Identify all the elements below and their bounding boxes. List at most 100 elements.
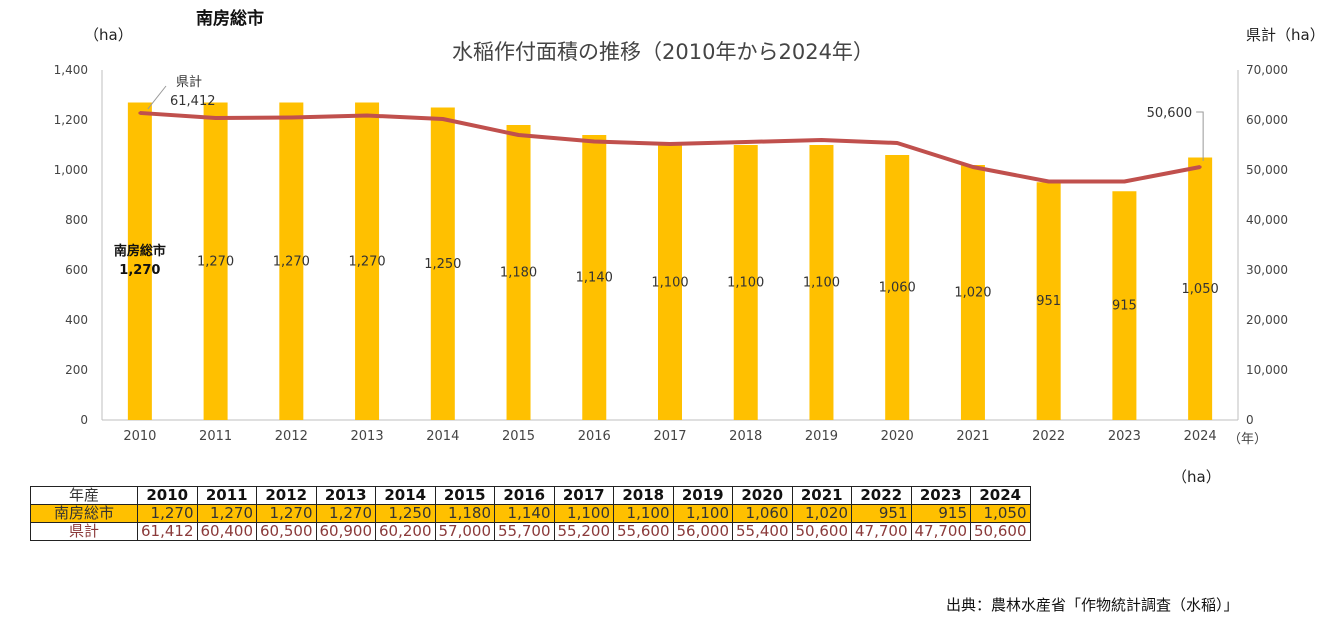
line-point: [365, 114, 369, 117]
line-data-label: 50,600: [1147, 106, 1193, 121]
table-year-2022: 2022: [851, 486, 912, 505]
y-tick-label-right: 70,000: [1246, 63, 1288, 77]
x-tick-label: 2022: [1032, 429, 1065, 444]
line-data-label: 61,412: [170, 94, 216, 109]
bar-data-label: 1,060: [879, 281, 916, 296]
x-tick-label: 2023: [1108, 429, 1141, 444]
bar: [1188, 157, 1213, 420]
region-label: 南房総市: [196, 9, 264, 29]
x-tick-label: 2016: [578, 429, 611, 444]
line-point: [138, 111, 142, 115]
bar: [1112, 191, 1137, 420]
table-cell: 60,500: [256, 522, 317, 541]
x-tick-label: 2013: [351, 429, 384, 444]
x-tick-label: 2012: [275, 429, 308, 444]
table-year-2016: 2016: [494, 486, 555, 505]
x-tick-label: 2017: [653, 429, 686, 444]
table-row-label: 南房総市: [30, 504, 138, 523]
table-cell: 1,100: [672, 504, 733, 523]
y-tick-label-right: 50,000: [1246, 163, 1288, 177]
line-point: [517, 133, 521, 137]
y-tick-label-left: 1,400: [54, 63, 88, 77]
line-point: [744, 140, 748, 144]
y-tick-label-left: 400: [65, 313, 88, 327]
bar-data-label: 1,250: [424, 257, 461, 272]
bar: [582, 135, 607, 420]
table-year-2012: 2012: [256, 486, 317, 505]
bar: [430, 107, 455, 420]
bar: [355, 102, 380, 420]
bar: [885, 155, 910, 420]
table-cell: 56,000: [672, 522, 733, 541]
line-point: [971, 165, 975, 169]
x-axis-unit-label: （年）: [1228, 432, 1267, 447]
y-tick-label-left: 600: [65, 263, 88, 277]
table-cell: 915: [910, 504, 971, 523]
table-cell: 1,100: [553, 504, 614, 523]
bar-data-label: 1,020: [954, 286, 991, 301]
line-point: [1047, 180, 1051, 183]
table-cell: 55,200: [553, 522, 614, 541]
x-tick-label: 2015: [502, 429, 535, 444]
table-cell: 1,270: [256, 504, 317, 523]
table-year-2024: 2024: [970, 486, 1031, 505]
table-year-2015: 2015: [434, 486, 495, 505]
table-year-2010: 2010: [137, 486, 198, 505]
table-row-local: 南房総市 1,270 1,270 1,270 1,270 1,250 1,180…: [30, 504, 1031, 523]
table-row-prefecture: 県計 61,412 60,400 60,500 60,900 60,200 57…: [30, 522, 1031, 541]
table-cell: 55,600: [613, 522, 674, 541]
table-unit: （ha）: [1172, 468, 1221, 486]
table-cell: 1,250: [375, 504, 436, 523]
table-cell: 1,270: [137, 504, 198, 523]
bar-data-label: 1,100: [651, 276, 688, 291]
line-series-name-label: 県計: [176, 74, 202, 90]
table-year-2023: 2023: [910, 486, 971, 505]
table-cell: 57,000: [434, 522, 495, 541]
table-cell: 1,140: [494, 504, 555, 523]
table-year-2018: 2018: [613, 486, 674, 505]
bar: [658, 145, 682, 420]
bar-data-label: 1,270: [119, 263, 160, 278]
y-tick-label-left: 800: [65, 213, 88, 227]
table-row-label: 県計: [30, 522, 138, 541]
line-point: [592, 140, 596, 143]
bar: [809, 145, 834, 420]
x-tick-label: 2010: [123, 429, 156, 444]
x-tick-label: 2019: [805, 429, 838, 444]
table-cell: 1,050: [970, 504, 1031, 523]
table-cell: 1,180: [434, 504, 495, 523]
table-year-2014: 2014: [375, 486, 436, 505]
y-tick-label-right: 60,000: [1246, 113, 1288, 127]
bar-series-name-label: 南房総市: [114, 243, 166, 259]
x-tick-label: 2024: [1184, 429, 1217, 444]
bar: [733, 145, 758, 420]
x-tick-label: 2018: [729, 429, 762, 444]
x-tick-label: 2011: [199, 429, 232, 444]
table-cell: 60,400: [196, 522, 257, 541]
x-tick-label: 2021: [956, 429, 989, 444]
table-cell: 1,020: [791, 504, 852, 523]
table-cell: 47,700: [851, 522, 912, 541]
table-year-2020: 2020: [732, 486, 793, 505]
bar-data-label: 1,050: [1182, 282, 1219, 297]
bar-data-label: 1,270: [273, 254, 310, 269]
y-tick-label-left: 0: [80, 413, 88, 427]
table-cell: 50,600: [970, 522, 1031, 541]
table-cell: 60,200: [375, 522, 436, 541]
table-cell: 61,412: [137, 522, 198, 541]
y-tick-label-right: 10,000: [1246, 363, 1288, 377]
y-tick-label-left: 1,200: [54, 113, 88, 127]
table-cell: 1,270: [196, 504, 257, 523]
line-point: [819, 138, 823, 142]
data-table: 年産 2010 2011 2012 2013 2014 2015 2016 20…: [30, 486, 1031, 541]
bar: [127, 102, 152, 420]
table-cell: 55,400: [732, 522, 793, 541]
bar-data-label: 1,270: [348, 254, 385, 269]
table-cell: 1,100: [613, 504, 674, 523]
chart-area: 0 200 400 600 800 1,000 1,200 1,400 0 10,000 20,00…: [54, 63, 1288, 447]
bar-data-label: 1,140: [576, 271, 613, 286]
line-point: [1198, 165, 1202, 169]
line-point: [214, 116, 218, 120]
line-point: [895, 141, 899, 145]
y-tick-label-left: 200: [65, 363, 88, 377]
